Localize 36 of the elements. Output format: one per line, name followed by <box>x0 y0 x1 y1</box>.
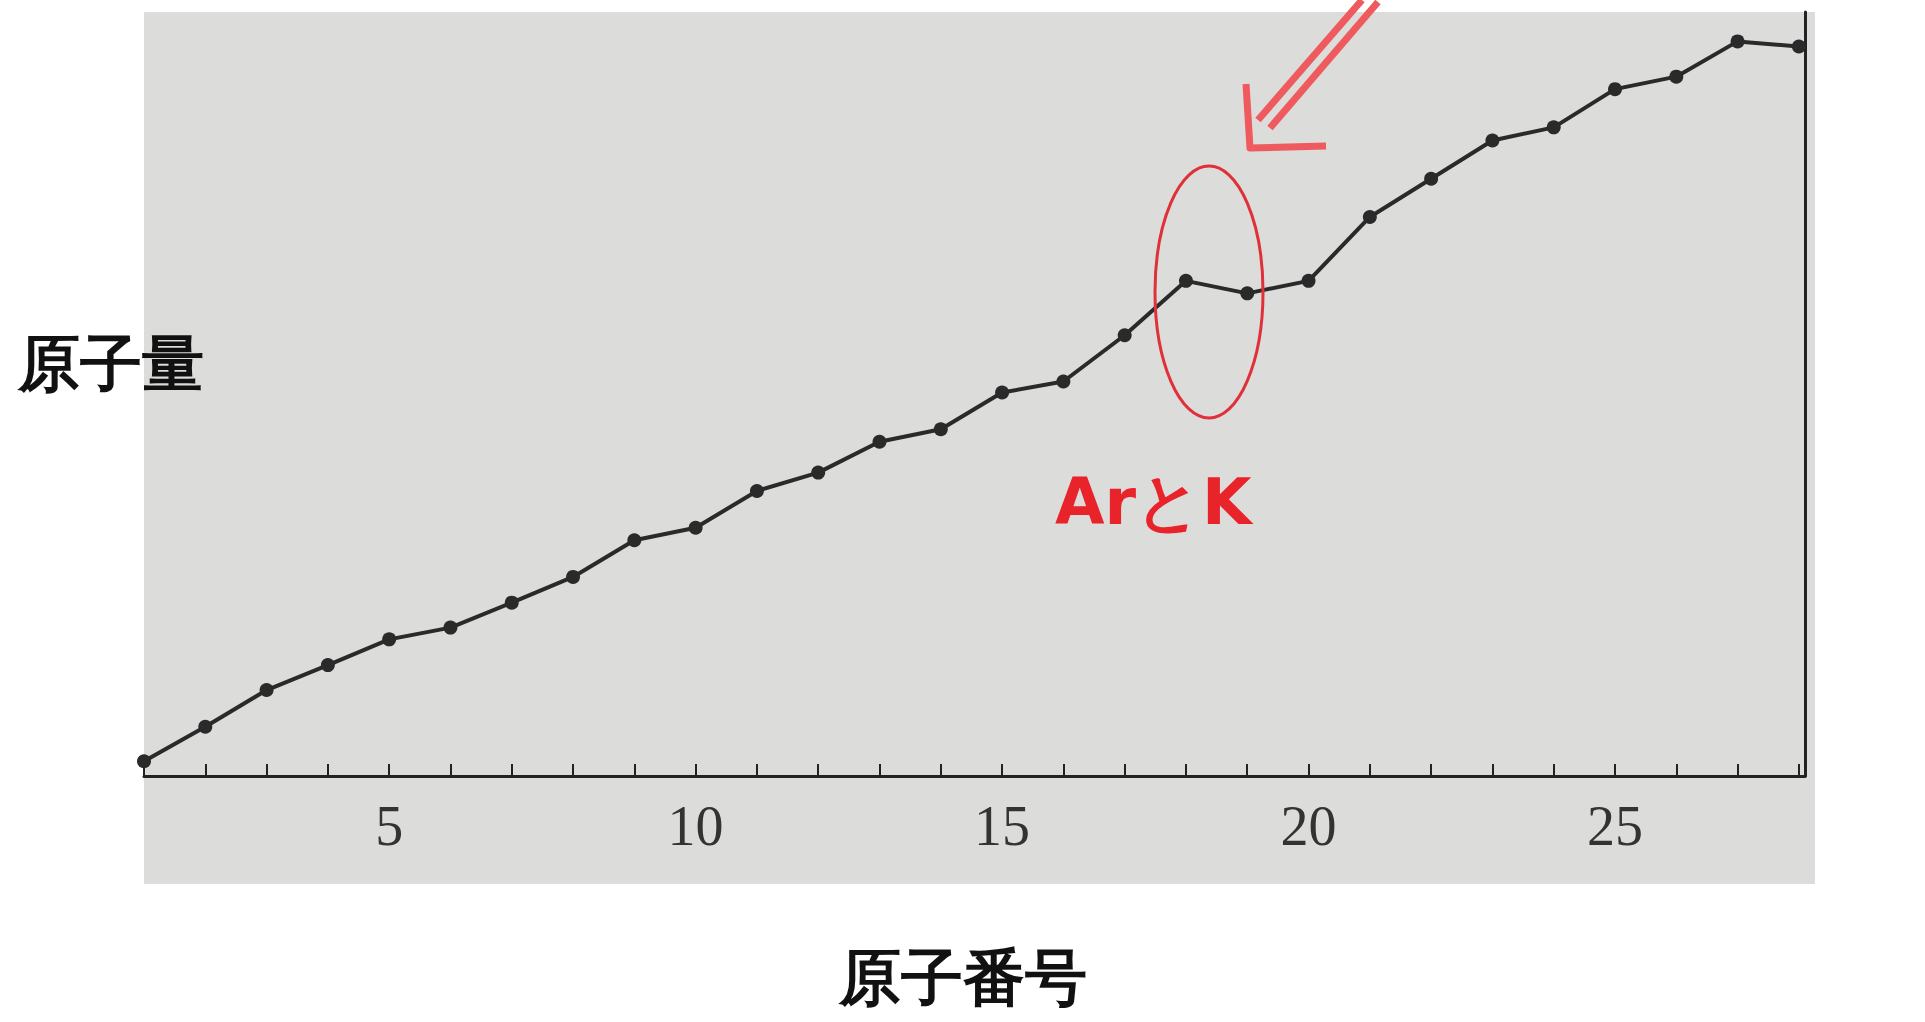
point <box>933 422 948 437</box>
point <box>198 719 213 734</box>
x-tick-label: 20 <box>1280 795 1337 857</box>
point <box>1608 82 1622 97</box>
point <box>1669 69 1684 84</box>
point <box>1240 286 1255 301</box>
point <box>1485 133 1500 148</box>
point <box>749 483 764 498</box>
x-tick-label: 5 <box>375 795 404 857</box>
point <box>1056 374 1071 389</box>
point <box>1301 273 1316 288</box>
point <box>1730 34 1745 49</box>
point <box>1424 171 1439 186</box>
point <box>382 632 397 647</box>
point <box>566 569 581 584</box>
point <box>137 754 151 769</box>
point <box>320 658 335 673</box>
point <box>259 683 274 698</box>
annotation: ArとK <box>1055 465 1255 539</box>
point <box>811 465 826 480</box>
point <box>1791 39 1806 54</box>
point <box>1546 120 1561 135</box>
x-tick-label: 10 <box>667 795 724 857</box>
x-tick-label: 15 <box>974 795 1031 857</box>
point <box>1178 273 1193 288</box>
point <box>995 385 1010 400</box>
y-axis-title: 原子量 <box>18 326 204 402</box>
point <box>504 595 519 610</box>
x-tick-label: 25 <box>1587 795 1643 857</box>
point <box>1117 328 1132 343</box>
x-axis-title: 原子番号 <box>837 940 1088 1016</box>
point <box>627 533 642 548</box>
point <box>688 520 703 535</box>
point <box>443 620 458 635</box>
point <box>872 434 887 449</box>
point <box>1362 209 1377 224</box>
